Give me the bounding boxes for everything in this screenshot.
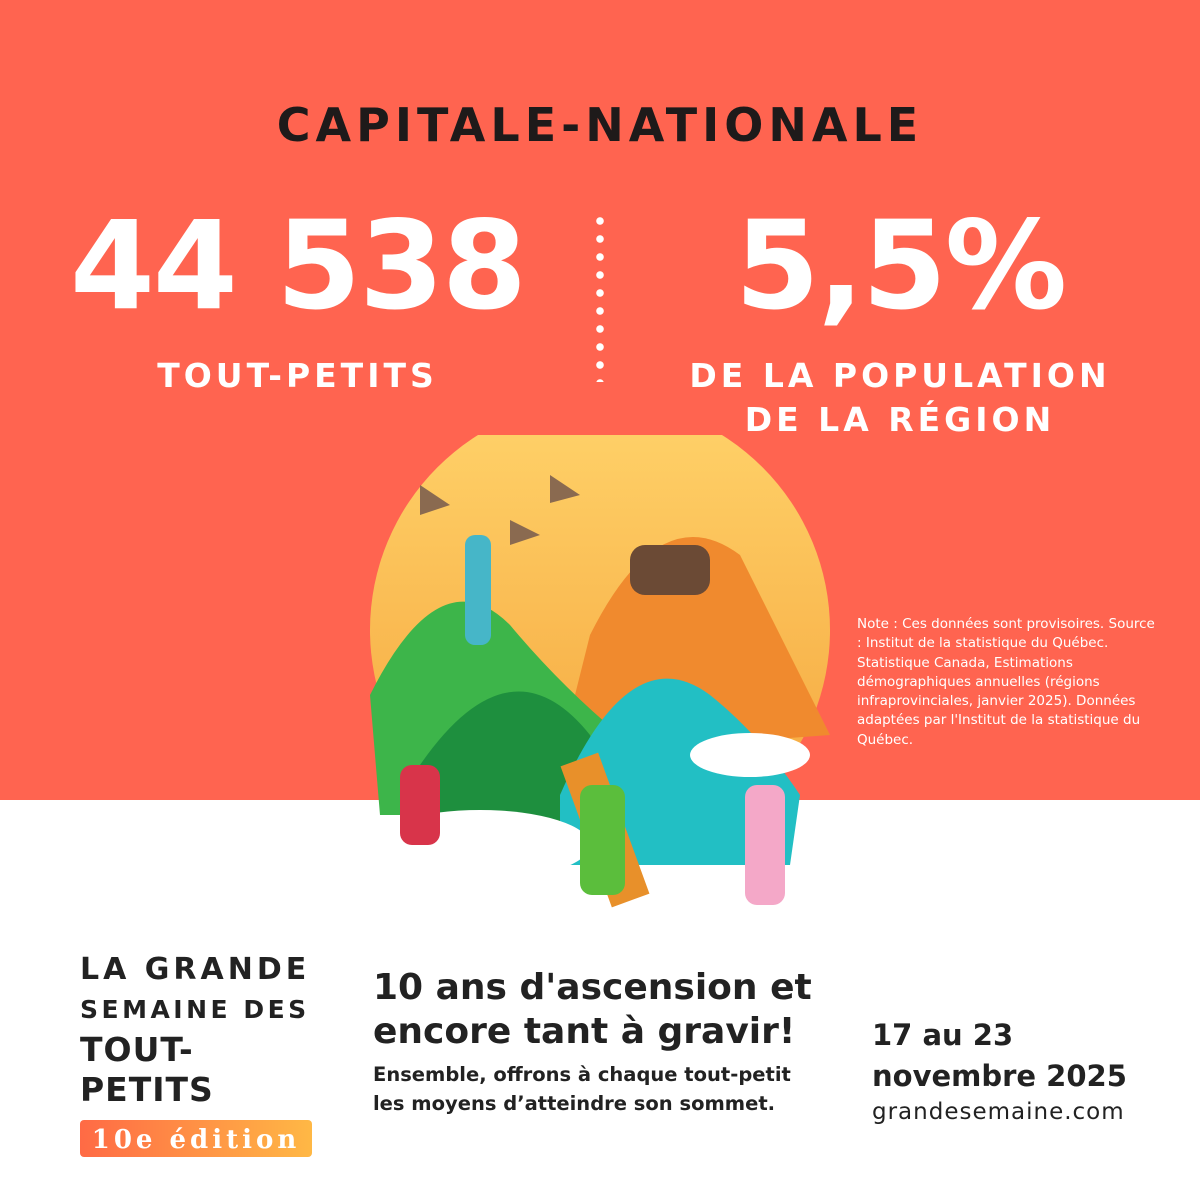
website-link[interactable]: grandesemaine.com (872, 1099, 1125, 1125)
population-percent: 5,5% (734, 195, 1067, 337)
event-logo: LA GRANDE SEMAINE DES TOUT-PETITS 10e éd… (80, 950, 312, 1157)
children-count: 44 538 (70, 195, 527, 337)
headline-line-1: 10 ans d'ascension et (373, 967, 812, 1008)
subline-1: Ensemble, offrons à chaque tout-petit (373, 1063, 791, 1086)
label-line-2: DE LA RÉGION (744, 400, 1056, 439)
event-dates: 17 au 23 novembre 2025 (872, 1015, 1127, 1097)
dates-line-2: novembre 2025 (872, 1059, 1127, 1093)
slogan: 10 ans d'ascension et encore tant à grav… (373, 966, 843, 1118)
label-line-1: DE LA POPULATION (689, 356, 1111, 395)
children-count-label: TOUT-PETITS (157, 356, 438, 395)
subline-2: les moyens d’atteindre son sommet. (373, 1092, 776, 1115)
region-title: CAPITALE-NATIONALE (276, 98, 924, 152)
logo-line-2: SEMAINE DES (80, 995, 310, 1024)
edition-badge: 10e édition (80, 1120, 312, 1157)
source-note: Note : Ces données sont provisoires. Sou… (857, 616, 1155, 748)
population-percent-label: DE LA POPULATION DE LA RÉGION (680, 354, 1120, 442)
dotted-divider (596, 212, 604, 382)
mountain-illustration (370, 435, 830, 908)
headline-line-2: encore tant à gravir! (373, 1011, 796, 1052)
dates-line-1: 17 au 23 (872, 1018, 1014, 1052)
logo-line-1: LA GRANDE (80, 952, 311, 987)
logo-line-3: TOUT-PETITS (80, 1030, 214, 1109)
